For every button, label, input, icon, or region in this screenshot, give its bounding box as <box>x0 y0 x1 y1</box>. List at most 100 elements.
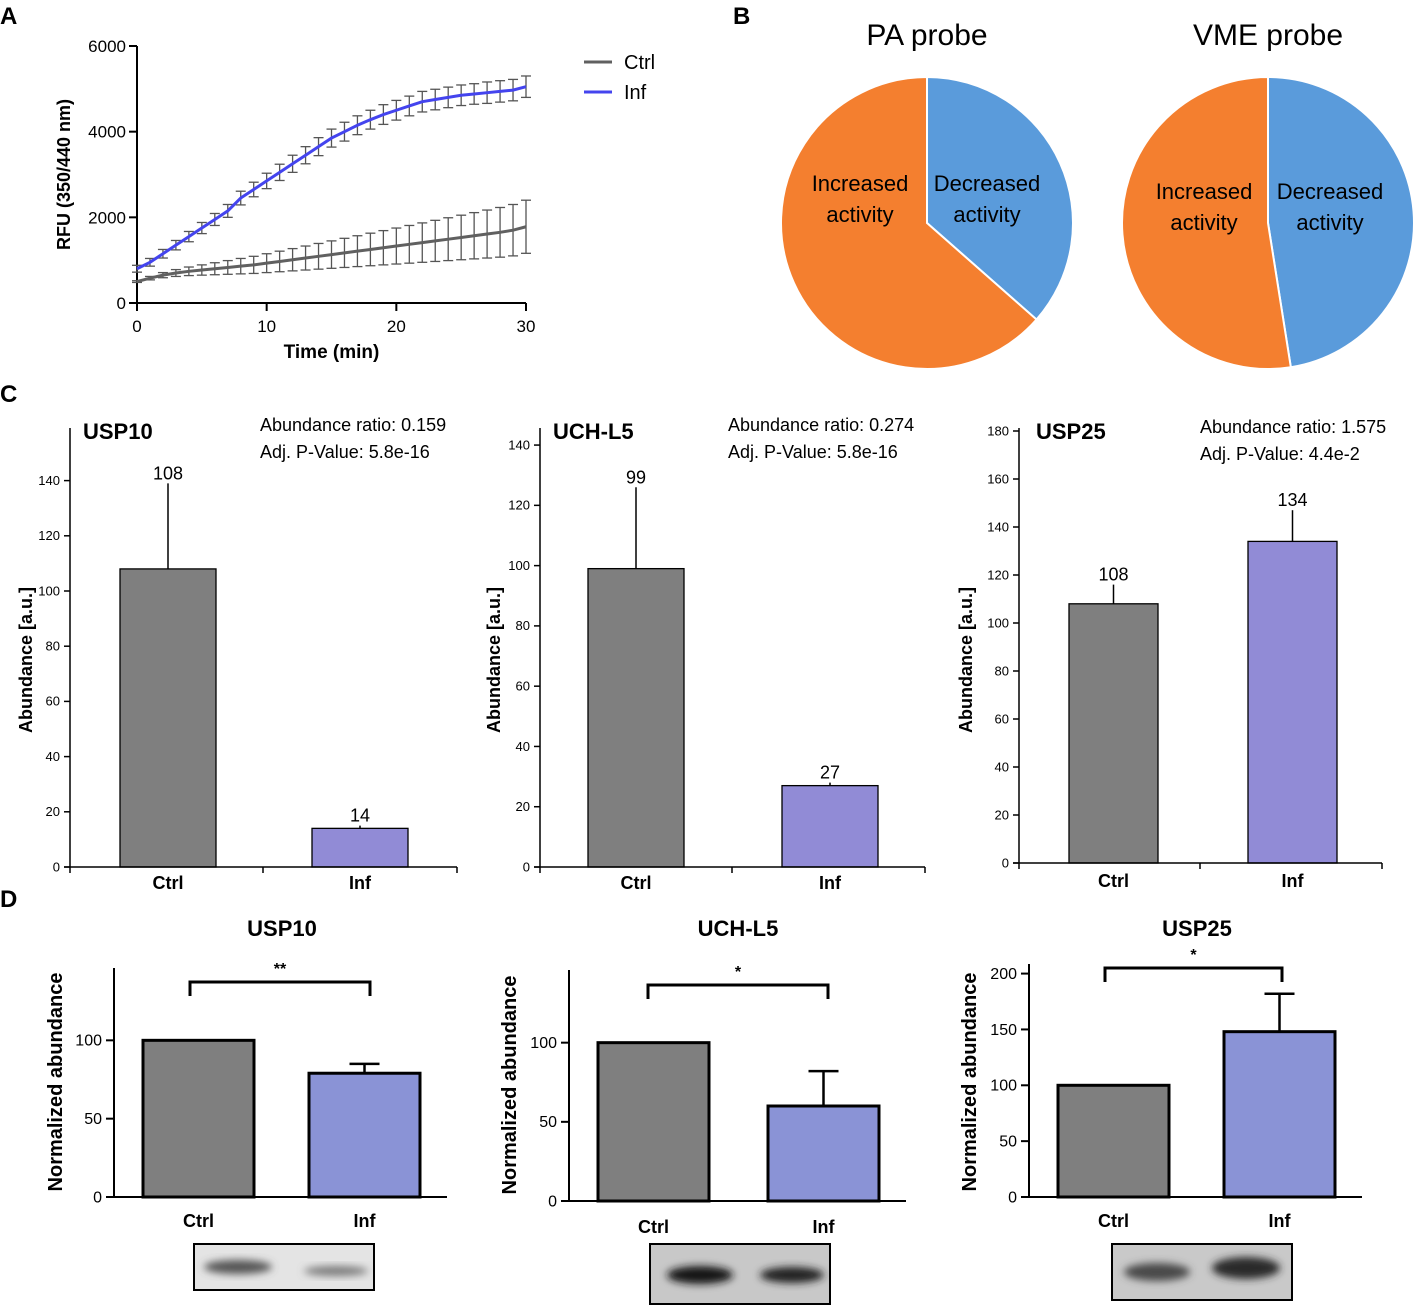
chart-title: UCH-L5 <box>553 419 634 444</box>
blot-band <box>760 1267 824 1283</box>
y-tick-label: 120 <box>508 498 530 513</box>
blot-band <box>1124 1263 1190 1281</box>
bar-ctrl <box>587 567 685 868</box>
western-blot-2 <box>649 1243 831 1305</box>
pie-slice <box>926 75 1074 321</box>
y-tick-label: 100 <box>530 1035 557 1052</box>
y-tick-label: 140 <box>987 519 1009 534</box>
series-line <box>136 85 527 271</box>
y-tick-label: 20 <box>995 807 1009 822</box>
bar-inf <box>1222 1030 1337 1199</box>
blot-band <box>667 1266 733 1284</box>
chart-c-uchl5-bar: UCH-L5 Abundance ratio: 0.274 Adj. P-Value… <box>484 415 926 893</box>
western-blot-3 <box>1111 1243 1293 1301</box>
y-tick-label: 120 <box>38 528 60 543</box>
chart-d-uchl5-bar: UCH-L5 Ctrl Inf 0 50 100 Normalized abundance * <box>499 916 906 1237</box>
series-line <box>136 225 527 284</box>
pie-slice <box>1121 75 1292 370</box>
y-tick-label: 40 <box>46 749 60 764</box>
y-tick-label: 100 <box>75 1033 102 1050</box>
x-tick-label: Ctrl <box>1098 1211 1129 1231</box>
chart-title: USP25 <box>1162 916 1232 941</box>
y-tick-label: 0 <box>523 859 530 874</box>
data-label: 99 <box>626 467 646 487</box>
x-tick-label: Ctrl <box>153 873 184 893</box>
pie-slice-label: activity <box>826 202 893 227</box>
chart-d-usp25-bar: USP25 Ctrl Inf 0 50 100 150 200 Normalized abund… <box>959 916 1362 1231</box>
chart-b-pa-probe-pie: PA probe Decreased activity Increased activi… <box>780 19 1074 370</box>
chart-title: USP10 <box>247 916 317 941</box>
significance-bracket <box>646 983 830 999</box>
significance-label: * <box>735 964 742 981</box>
x-tick-label: Inf <box>1282 871 1305 891</box>
y-tick-label: 100 <box>38 583 60 598</box>
stat-annotation: Adj. P-Value: 5.8e-16 <box>260 442 430 462</box>
stat-annotation: Adj. P-Value: 5.8e-16 <box>728 442 898 462</box>
x-tick-label: Inf <box>813 1217 836 1237</box>
blot-band <box>1212 1257 1280 1279</box>
western-blots <box>193 1243 1293 1305</box>
x-tick-label: 20 <box>387 317 406 336</box>
panel-label-c: C <box>0 381 17 408</box>
bar-ctrl <box>1056 1083 1171 1199</box>
data-label: 27 <box>820 763 840 783</box>
chart-c-usp25-bar: USP25 Abundance ratio: 1.575 Adj. P-Value:… <box>956 417 1386 891</box>
pie-slice <box>780 75 1038 370</box>
y-tick-label: 100 <box>987 615 1009 630</box>
panel-label-a: A <box>0 3 17 30</box>
y-tick-label: 120 <box>987 567 1009 582</box>
y-tick-label: 0 <box>1008 1189 1017 1206</box>
bar-inf <box>311 827 409 868</box>
pie-slice-label: Increased <box>1156 179 1253 204</box>
y-tick-label: 60 <box>516 679 530 694</box>
y-axis-label: RFU (350/440 nm) <box>54 99 74 250</box>
significance-bracket <box>1103 966 1284 982</box>
y-tick-label: 4000 <box>88 123 126 142</box>
bar-inf <box>307 1071 422 1199</box>
chart-b-vme-probe-pie: VME probe Decreased activity Increased activ… <box>1121 19 1415 370</box>
data-label: 14 <box>350 806 370 826</box>
x-tick-label: 10 <box>257 317 276 336</box>
bar-inf <box>781 784 879 868</box>
x-tick-label: Inf <box>354 1211 377 1231</box>
y-tick-label: 140 <box>508 437 530 452</box>
chart-title: USP10 <box>83 419 153 444</box>
y-tick-label: 180 <box>987 423 1009 438</box>
bar-inf <box>766 1104 881 1203</box>
series-ctrl <box>132 199 531 284</box>
x-tick-label: 30 <box>517 317 536 336</box>
bar-ctrl <box>1068 603 1159 864</box>
x-axis-label: Time (min) <box>284 342 380 363</box>
chart-title: UCH-L5 <box>698 916 779 941</box>
y-tick-label: 0 <box>1002 855 1009 870</box>
stat-annotation: Abundance ratio: 1.575 <box>1200 417 1386 437</box>
y-tick-label: 60 <box>46 694 60 709</box>
y-tick-label: 150 <box>990 1022 1017 1039</box>
y-axis-label: Normalized abundance <box>959 973 981 1192</box>
y-axis-label: Abundance [a.u.] <box>956 587 976 733</box>
chart-title: USP25 <box>1036 419 1106 444</box>
y-tick-label: 2000 <box>88 208 126 227</box>
y-tick-label: 0 <box>117 294 126 313</box>
chart-c-usp10-bar: USP10 Abundance ratio: 0.159 Adj. P-Value:… <box>16 415 458 893</box>
y-axis-label: Abundance [a.u.] <box>16 587 36 733</box>
y-tick-label: 50 <box>84 1111 102 1128</box>
y-tick-label: 40 <box>995 759 1009 774</box>
significance-label: * <box>1190 947 1197 964</box>
y-tick-label: 40 <box>516 739 530 754</box>
y-axis-label: Normalized abundance <box>499 976 521 1195</box>
bar-inf <box>1247 540 1338 864</box>
y-tick-label: 0 <box>53 859 60 874</box>
x-tick-label: Ctrl <box>183 1211 214 1231</box>
y-tick-label: 60 <box>995 711 1009 726</box>
y-tick-label: 160 <box>987 471 1009 486</box>
data-label: 108 <box>153 463 183 483</box>
chart-a-line-plot: 0 2000 4000 6000 0 10 20 30 Time (min) RFU (350/4… <box>54 37 655 363</box>
x-tick-label: Ctrl <box>621 873 652 893</box>
y-tick-label: 100 <box>990 1078 1017 1095</box>
y-axis-label: Normalized abundance <box>45 973 67 1192</box>
stat-annotation: Abundance ratio: 0.274 <box>728 415 914 435</box>
blot-band <box>204 1260 272 1274</box>
pie-title: PA probe <box>866 19 987 52</box>
